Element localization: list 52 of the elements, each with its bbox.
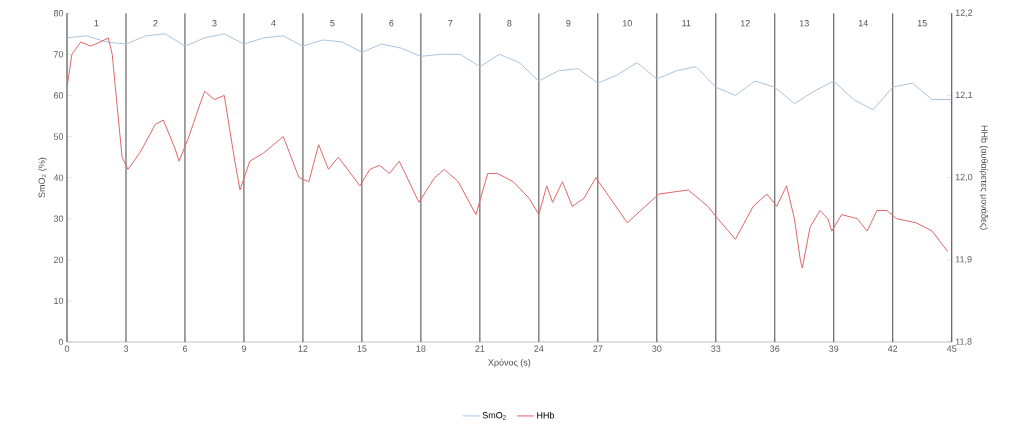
y2-tick-label: 12,1 bbox=[955, 91, 973, 100]
annotation: 1 bbox=[94, 20, 99, 27]
x-tick-label: 30 bbox=[652, 345, 662, 352]
y2-tick-label: 12,2 bbox=[955, 9, 973, 17]
x-tick-label: 24 bbox=[534, 345, 544, 352]
x-tick-label: 9 bbox=[241, 345, 247, 352]
annotation: 13 bbox=[799, 20, 809, 27]
legend-label: SmO$_{2}$ bbox=[482, 412, 506, 420]
line-series bbox=[67, 33, 952, 111]
y2-tick-label: 12,0 bbox=[955, 173, 973, 182]
annotation: 7 bbox=[448, 20, 453, 27]
x-tick-label: 21 bbox=[475, 345, 485, 352]
annotation: 4 bbox=[271, 20, 276, 27]
legend-label: HHb bbox=[537, 411, 555, 419]
x-tick-label: 33 bbox=[711, 345, 721, 352]
annotation: 5 bbox=[330, 20, 335, 27]
annotation: 15 bbox=[917, 20, 927, 27]
annotation: 9 bbox=[566, 20, 571, 27]
y2-tick-label: 11,9 bbox=[955, 256, 972, 264]
y2-axis-title: HHb (αυθαίρετες μονάδες) bbox=[979, 125, 989, 230]
annotation: 11 bbox=[682, 20, 691, 27]
x-axis-title: Χρόνος (s) bbox=[488, 358, 531, 368]
x-tick-label: 36 bbox=[770, 345, 780, 352]
y-tick-label: 30 bbox=[53, 215, 64, 222]
annotation: 10 bbox=[623, 20, 632, 27]
x-tick-label: 6 bbox=[182, 345, 188, 352]
y-tick-label: 40 bbox=[53, 174, 64, 181]
annotation: 6 bbox=[389, 20, 394, 27]
annotation: 3 bbox=[212, 20, 217, 27]
x-tick-label: 27 bbox=[593, 345, 603, 352]
y-tick-label: 0 bbox=[58, 338, 64, 346]
y-tick-label: 80 bbox=[53, 10, 64, 17]
x-tick-label: 18 bbox=[416, 345, 426, 352]
annotation: 12 bbox=[740, 20, 750, 27]
y-tick-label: 20 bbox=[53, 256, 64, 263]
y2-tick-label: 11,8 bbox=[955, 338, 972, 346]
x-tick-label: 45 bbox=[946, 345, 957, 352]
annotation: 8 bbox=[507, 20, 512, 27]
x-tick-label: 12 bbox=[298, 345, 308, 352]
annotation: 2 bbox=[153, 20, 158, 27]
x-tick-label: 3 bbox=[123, 345, 129, 352]
line-series bbox=[67, 37, 949, 269]
y-tick-label: 70 bbox=[53, 51, 64, 58]
y-tick-label: 60 bbox=[53, 92, 64, 99]
x-tick-label: 42 bbox=[887, 345, 898, 352]
y-tick-label: 10 bbox=[54, 297, 64, 305]
x-tick-label: 39 bbox=[829, 345, 839, 352]
x-tick-label: 0 bbox=[64, 345, 70, 352]
y-tick-label: 50 bbox=[53, 133, 64, 140]
annotation: 14 bbox=[858, 20, 868, 27]
y-axis-title: SmO$_{2}$ (%) bbox=[38, 157, 47, 198]
x-tick-label: 15 bbox=[357, 345, 367, 352]
